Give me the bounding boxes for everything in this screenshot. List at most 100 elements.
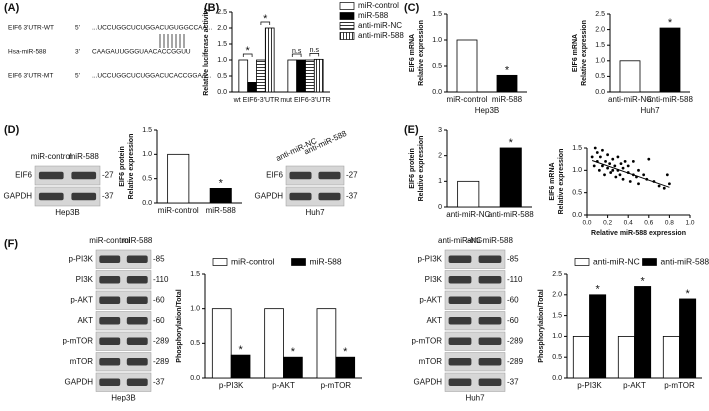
blot-strip [285, 186, 345, 207]
x-axis-label: Huh7 [640, 106, 660, 115]
x-tick-label: anti-miR-NC [608, 95, 652, 104]
legend-swatch [339, 32, 355, 40]
panel-label: (A) [4, 2, 20, 14]
y-axis-label: Relative expression [581, 20, 588, 86]
point [595, 151, 599, 154]
blot-band [478, 358, 502, 366]
row-label: GAPDH [414, 377, 443, 386]
x-tick-label: miR-588 [492, 95, 523, 104]
cell-label: Huh7 [465, 394, 485, 403]
x-tick-label: 0.0 [582, 220, 591, 227]
seq: ...UCCUGGCUCUGGACUCACCGGAA... [92, 73, 212, 80]
blot-band [71, 171, 97, 180]
blot-band [478, 317, 502, 325]
blot-band [448, 378, 472, 386]
y-tick-label: 1.5 [572, 145, 582, 152]
kda-label: -60 [153, 295, 165, 304]
row-label: p-mTOR [62, 336, 93, 345]
kda-label: -27 [346, 171, 358, 180]
annotation: * [246, 45, 251, 57]
bar [499, 147, 522, 208]
y-axis-label: EIF6 mRNA [572, 34, 579, 72]
x-tick-label: wt EIF6-3'UTR [233, 97, 280, 104]
row-label: p-PI3K [418, 254, 443, 263]
annotation: * [219, 177, 224, 189]
bar [457, 180, 480, 208]
y-tick-label: 0.0 [190, 375, 200, 382]
legend-label: anti-miR-588 [358, 31, 404, 40]
y-tick-label: 2 [438, 153, 442, 160]
point [614, 175, 618, 179]
blot-strip [444, 311, 506, 331]
legend-label: anti-miR-NC [593, 256, 640, 266]
point [611, 168, 615, 172]
kda-label: -37 [507, 377, 519, 386]
row-label: p-mTOR [411, 336, 442, 345]
seq: ...UCCUGGCUCUGGACUGUGGCCAA... [92, 25, 212, 32]
bar [230, 354, 251, 379]
x-axis-label: Relative miR-588 expression [591, 230, 686, 237]
lane-label: anti-miR-NC [438, 236, 482, 245]
point [665, 173, 669, 177]
blot-strip [444, 249, 506, 269]
bar [659, 27, 681, 93]
y-tick-label: 1.5 [142, 127, 152, 134]
bar [335, 356, 356, 379]
x-tick-label: 0.6 [644, 220, 653, 227]
panel-label: (F) [4, 238, 18, 250]
bar [617, 335, 635, 379]
legend-swatch [212, 258, 228, 266]
x-tick-label: p-AKT [272, 381, 295, 390]
bar [264, 308, 284, 379]
annotation: n.s [292, 48, 302, 55]
blot-band [99, 358, 121, 366]
cell-label: Huh7 [305, 208, 325, 217]
blot-strip [95, 249, 152, 269]
annotation: * [685, 288, 690, 300]
point [621, 166, 625, 170]
cell-label: Hep3B [55, 208, 79, 217]
kda-label: -60 [153, 316, 165, 325]
blot-band [478, 378, 502, 386]
seq-end: 5' [75, 25, 80, 32]
legend-swatch [339, 12, 355, 20]
kda-label: -110 [153, 275, 169, 284]
point [609, 171, 613, 174]
y-axis-label: EIF6 protein [119, 146, 126, 186]
legend-label: miR-control [358, 1, 399, 10]
y-tick-label: 1.0 [552, 333, 562, 340]
y-axis-label: Relative expression [558, 149, 565, 215]
annotation: * [668, 17, 673, 29]
kda-label: -60 [507, 316, 519, 325]
y-tick-label: 1.0 [595, 58, 605, 65]
row-label: GAPDH [255, 192, 284, 201]
y-tick-label: 1.0 [190, 306, 200, 313]
blot-band [289, 171, 312, 180]
blot-band [71, 192, 97, 201]
row-label: mTOR [70, 357, 94, 366]
bar [296, 59, 306, 93]
point [642, 173, 646, 177]
bracket [260, 21, 271, 25]
point [613, 164, 617, 168]
blot-band [126, 276, 148, 284]
y-tick-label: 0.5 [217, 73, 227, 80]
bar [572, 335, 590, 379]
y-tick-label: 1.5 [595, 42, 605, 49]
y-tick-label: 1.0 [142, 151, 152, 158]
point [598, 155, 602, 159]
point [601, 148, 604, 152]
y-tick-label: 0.5 [572, 190, 582, 197]
y-tick-label: 1.5 [217, 41, 227, 48]
y-axis-label: Relative expression [418, 20, 425, 86]
blot-band [126, 378, 148, 386]
point [616, 155, 620, 159]
legend-label: miR-588 [358, 11, 389, 20]
point [668, 182, 671, 186]
point [593, 146, 597, 150]
bar [264, 27, 275, 93]
y-tick-label: 1.0 [217, 57, 227, 64]
point [662, 186, 666, 190]
bar [238, 59, 249, 93]
blot-band [448, 296, 472, 304]
